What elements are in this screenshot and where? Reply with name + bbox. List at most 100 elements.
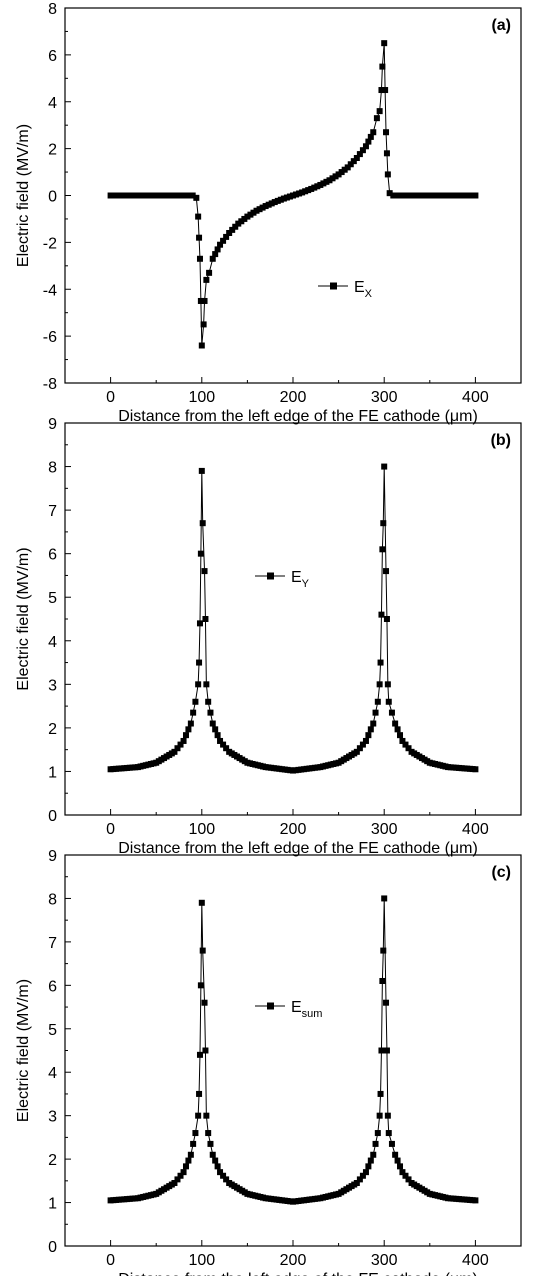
chart-b-frame	[64, 422, 522, 816]
chart-a-ytick-label-0: -8	[43, 376, 57, 393]
chart-b-point-111	[380, 520, 387, 527]
chart-b-point-35	[196, 620, 203, 627]
chart-a-point-68	[290, 192, 296, 199]
chart-a-point-93	[365, 138, 372, 145]
chart-c-markers	[107, 895, 479, 1205]
chart-b-point-107	[376, 681, 383, 688]
chart-a-point-62	[271, 199, 278, 206]
chart-a-point-42	[212, 251, 219, 258]
chart-c-point-46	[214, 1163, 221, 1170]
chart-c-ytick-label-5: 5	[48, 1022, 57, 1039]
chart-a-ytick-label-4: 0	[48, 189, 57, 206]
chart-b-point-114	[383, 616, 390, 622]
chart-c-ytick-label-8: 8	[48, 891, 57, 908]
chart-c-ytick-label-2: 2	[48, 1152, 57, 1169]
chart-a-legend-marker	[330, 282, 337, 290]
chart-c-panel-label: (c)	[491, 864, 511, 881]
chart-b-point-25	[174, 745, 181, 752]
chart-c-point-44	[209, 1151, 216, 1158]
chart-b-point-99	[356, 745, 363, 752]
chart-a-xtick-label-3: 300	[371, 389, 398, 406]
chart-b-point-26	[177, 741, 184, 748]
chart-b-xtick-label-4: 400	[462, 821, 489, 838]
chart-a-point-96	[373, 115, 380, 122]
chart-a: 0 100 200 300 400 -8 -6 -4 -2 0 2 4 6 8 Distance from …	[15, 1, 522, 425]
chart-a-point-74	[308, 185, 315, 192]
chart-c-point-100	[359, 1172, 366, 1179]
chart-a-point-102	[383, 129, 390, 136]
chart-c-point-48	[220, 1172, 227, 1179]
chart-a-point-36	[198, 342, 205, 349]
chart-a-ytick-label-7: 6	[48, 48, 57, 65]
chart-c-point-148	[472, 1197, 479, 1204]
chart-c-point-109	[378, 1047, 385, 1054]
chart-a-point-70	[296, 190, 303, 197]
chart-a-point-95	[370, 129, 377, 136]
chart-c-point-98	[353, 1180, 360, 1187]
chart-a-point-76	[314, 183, 321, 190]
chart-a-point-90	[356, 151, 363, 158]
chart-a-point-49	[232, 223, 239, 230]
chart-b-point-45	[212, 726, 219, 733]
chart-a-point-31	[193, 194, 200, 201]
chart-c-point-26	[177, 1172, 184, 1179]
chart-a-point-104	[384, 171, 391, 178]
chart-b-point-42	[205, 698, 212, 705]
chart-b-point-29	[185, 726, 192, 733]
chart-c-point-110	[379, 977, 386, 984]
chart-a-point-34	[196, 255, 203, 262]
chart-b-point-112	[381, 463, 388, 470]
chart-c-point-101	[362, 1169, 369, 1176]
chart-c-point-107	[376, 1112, 383, 1119]
chart-c-ytick-label-6: 6	[48, 978, 57, 995]
chart-a-point-46	[223, 233, 230, 240]
chart-a-point-57	[256, 206, 263, 213]
chart-a-point-92	[362, 143, 369, 150]
chart-b-point-110	[379, 546, 386, 553]
chart-b-point-98	[353, 748, 360, 755]
chart-a-point-99	[379, 63, 386, 70]
chart-a-point-105	[386, 190, 393, 197]
chart-b-legend-marker	[267, 572, 274, 580]
chart-a-xlabel: Distance from the left edge of the FE ca…	[118, 408, 478, 425]
chart-a-ytick-label-1: -6	[43, 329, 57, 346]
chart-c-point-29	[185, 1157, 192, 1164]
chart-b-ytick-label-7: 7	[48, 503, 57, 520]
chart-b-point-46	[214, 732, 221, 739]
chart-b-ytick-label-4: 4	[48, 634, 57, 651]
chart-a-point-89	[353, 155, 360, 161]
chart-b-xtick-label-3: 300	[371, 821, 398, 838]
chart-c-point-106	[374, 1130, 381, 1137]
chart-c-point-103	[367, 1157, 374, 1164]
chart-b-ytick-label-0: 0	[48, 808, 57, 825]
chart-c-point-105	[372, 1140, 379, 1147]
chart-a-point-63	[274, 197, 281, 204]
chart-c-point-114	[383, 1047, 390, 1054]
chart-c-point-43	[207, 1140, 214, 1147]
chart-b-point-100	[359, 741, 366, 748]
chart-b-ylabel: Electric field (MV/m)	[15, 547, 32, 690]
chart-c-point-113	[383, 999, 390, 1006]
chart-a-point-56	[253, 207, 260, 214]
chart-b-point-27	[180, 737, 187, 744]
chart-b-point-113	[383, 568, 390, 575]
chart-b-ytick-label-1: 1	[48, 764, 57, 781]
chart-a-point-50	[235, 220, 242, 227]
chart-a-point-71	[299, 189, 306, 196]
chart-b-point-105	[372, 709, 379, 716]
chart-a-point-103	[383, 150, 390, 157]
chart-a-point-41	[209, 255, 216, 262]
chart-a-point-28	[183, 192, 190, 199]
chart-a-point-98	[378, 87, 385, 94]
chart-c-point-30	[187, 1151, 194, 1158]
chart-c-point-49	[223, 1176, 230, 1183]
chart-a-point-32	[195, 213, 202, 220]
chart-c-point-119	[394, 1157, 401, 1164]
chart-a-point-81	[329, 175, 336, 182]
chart-b-point-108	[377, 659, 384, 666]
chart-c-ytick-label-9: 9	[48, 848, 57, 865]
chart-b-xtick-label-2: 200	[280, 821, 307, 838]
chart-b-point-38	[199, 520, 206, 527]
chart-a-point-108	[396, 192, 403, 199]
